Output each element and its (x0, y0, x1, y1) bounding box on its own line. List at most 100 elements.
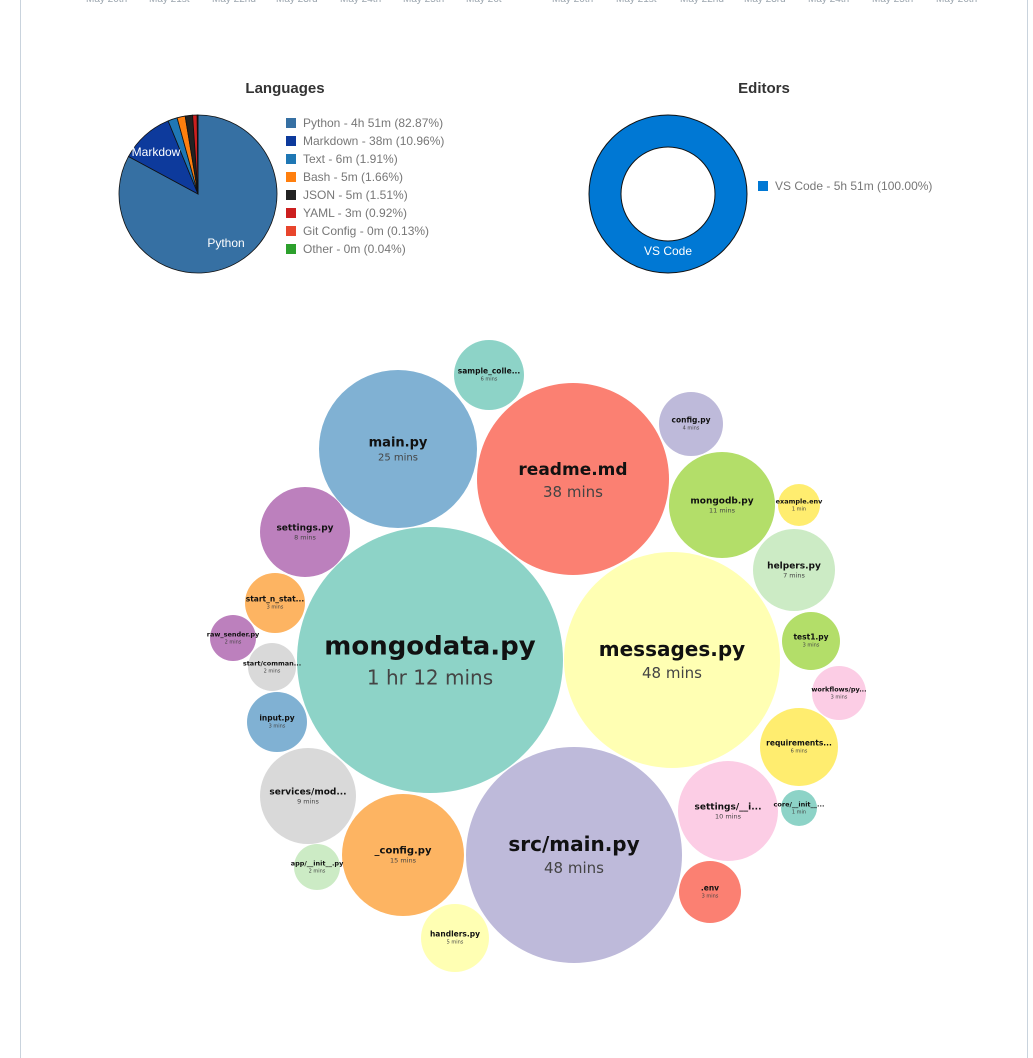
bubble-filename: input.py (259, 714, 294, 723)
bubble-duration: 6 mins (481, 377, 498, 383)
file-bubble[interactable]: settings/__i...10 mins (678, 761, 778, 861)
bubble-filename: core/__init__... (774, 801, 825, 809)
axis-tick-label: May 24th (808, 0, 849, 5)
legend-label: Text - 6m (1.91%) (303, 152, 398, 166)
bubble-filename: requirements... (766, 739, 832, 748)
legend-item[interactable]: Python - 4h 51m (82.87%) (286, 114, 444, 132)
axis-tick-label: May 20th (86, 0, 127, 5)
bubble-filename: mongodata.py (324, 632, 536, 662)
slice-label: VS Code (644, 244, 692, 258)
legend-item[interactable]: Markdown - 38m (10.96%) (286, 132, 444, 150)
file-bubble[interactable]: test1.py3 mins (782, 612, 840, 670)
file-bubble[interactable]: sample_colle...6 mins (454, 340, 524, 410)
bubble-duration: 3 mins (803, 643, 820, 649)
bubble-filename: messages.py (599, 637, 745, 661)
axis-tick-label: May 21st (149, 0, 190, 5)
bubble-duration: 38 mins (543, 483, 603, 501)
bubble-filename: start_n_stat... (246, 595, 305, 604)
bubble-filename: start/comman... (243, 660, 301, 668)
file-bubble[interactable]: settings.py8 mins (260, 487, 350, 577)
legend-item[interactable]: VS Code - 5h 51m (100.00%) (758, 177, 932, 195)
legend-item[interactable]: Other - 0m (0.04%) (286, 240, 444, 258)
bubble-filename: raw_sender.py (207, 631, 260, 639)
file-bubble[interactable]: services/mod...9 mins (260, 748, 356, 844)
left-timeline-axis: May 20thMay 21stMay 22ndMay 23rdMay 24th… (0, 0, 520, 8)
file-bubble[interactable]: requirements...6 mins (760, 708, 838, 786)
bubble-duration: 25 mins (378, 452, 418, 463)
editors-title: Editors (738, 80, 790, 97)
legend-swatch (758, 181, 768, 191)
axis-tick-label: May 25th (872, 0, 913, 5)
bubble-filename: app/__init__.py (291, 860, 344, 868)
languages-legend: Python - 4h 51m (82.87%) Markdown - 38m (… (286, 114, 444, 258)
bubble-duration: 1 hr 12 mins (367, 666, 493, 690)
file-bubble[interactable]: handlers.py5 mins (421, 904, 489, 972)
bubble-filename: mongodb.py (690, 496, 753, 506)
bubble-filename: src/main.py (508, 832, 639, 856)
bubble-duration: 6 mins (791, 749, 808, 755)
axis-tick-label: May 26t (466, 0, 502, 5)
bubble-duration: 2 mins (225, 640, 242, 646)
bubble-filename: config.py (672, 416, 711, 425)
axis-tick-label: May 23rd (744, 0, 786, 5)
file-bubble[interactable]: readme.md 38 mins (477, 383, 669, 575)
axis-tick-label: May 22nd (212, 0, 256, 5)
legend-label: Markdown - 38m (10.96%) (303, 134, 444, 148)
axis-tick-label: May 22nd (680, 0, 724, 5)
bubble-duration: 3 mins (267, 605, 284, 611)
bubble-duration: 9 mins (297, 797, 319, 805)
axis-tick-label: May 25th (403, 0, 444, 5)
legend-item[interactable]: JSON - 5m (1.51%) (286, 186, 444, 204)
donut-hole (621, 147, 715, 241)
bubble-filename: handlers.py (430, 930, 480, 939)
axis-tick-label: May 26th (936, 0, 977, 5)
bubble-duration: 1 min (792, 507, 806, 513)
legend-item[interactable]: Git Config - 0m (0.13%) (286, 222, 444, 240)
legend-swatch (286, 172, 296, 182)
bubble-filename: helpers.py (767, 561, 821, 571)
legend-label: Python - 4h 51m (82.87%) (303, 116, 443, 130)
legend-label: Git Config - 0m (0.13%) (303, 224, 429, 238)
slice-label: Markdow (132, 145, 181, 159)
legend-swatch (286, 208, 296, 218)
legend-swatch (286, 244, 296, 254)
languages-title: Languages (245, 80, 324, 97)
axis-tick-label: May 24th (340, 0, 381, 5)
legend-swatch (286, 190, 296, 200)
bubble-filename: readme.md (518, 460, 627, 480)
file-bubble[interactable]: messages.py 48 mins (564, 552, 780, 768)
file-bubble[interactable]: start_n_stat...3 mins (245, 573, 305, 633)
slice-label: Python (207, 236, 244, 250)
legend-item[interactable]: YAML - 3m (0.92%) (286, 204, 444, 222)
bubble-duration: 3 mins (702, 894, 719, 900)
bubble-filename: sample_colle... (458, 367, 521, 376)
bubble-duration: 7 mins (783, 571, 805, 579)
legend-item[interactable]: Bash - 5m (1.66%) (286, 168, 444, 186)
legend-swatch (286, 118, 296, 128)
file-bubble[interactable]: helpers.py7 mins (753, 529, 835, 611)
file-bubble[interactable]: mongodata.py 1 hr 12 mins (297, 527, 563, 793)
bubble-filename: .env (701, 884, 719, 893)
legend-swatch (286, 226, 296, 236)
bubble-duration: 2 mins (309, 869, 326, 875)
bubble-duration: 48 mins (642, 664, 702, 682)
axis-tick-label: May 20th (552, 0, 593, 5)
file-bubble[interactable]: input.py3 mins (247, 692, 307, 752)
bubble-duration: 4 mins (683, 426, 700, 432)
bubble-duration: 1 min (792, 810, 806, 816)
bubble-filename: main.py (369, 435, 428, 450)
bubble-filename: test1.py (793, 633, 828, 642)
file-bubble[interactable]: main.py 25 mins (319, 370, 477, 528)
legend-label: Other - 0m (0.04%) (303, 242, 406, 256)
legend-item[interactable]: Text - 6m (1.91%) (286, 150, 444, 168)
file-bubble[interactable]: config.py4 mins (659, 392, 723, 456)
bubble-duration: 15 mins (390, 856, 417, 864)
bubble-filename: settings.py (276, 523, 333, 533)
bubble-filename: services/mod... (269, 787, 346, 797)
bubble-filename: example.env (776, 498, 824, 506)
